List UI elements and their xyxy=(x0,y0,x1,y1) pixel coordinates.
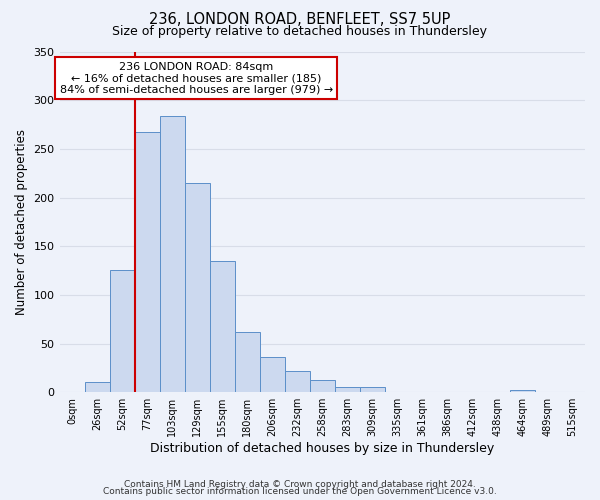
Text: Contains HM Land Registry data © Crown copyright and database right 2024.: Contains HM Land Registry data © Crown c… xyxy=(124,480,476,489)
Bar xyxy=(110,270,134,392)
Bar xyxy=(335,388,360,392)
Text: Size of property relative to detached houses in Thundersley: Size of property relative to detached ho… xyxy=(113,25,487,38)
Y-axis label: Number of detached properties: Number of detached properties xyxy=(15,129,28,315)
Text: Contains public sector information licensed under the Open Government Licence v3: Contains public sector information licen… xyxy=(103,488,497,496)
Bar xyxy=(85,382,110,392)
Bar xyxy=(285,371,310,392)
Bar xyxy=(160,116,185,392)
Bar xyxy=(310,380,335,392)
Bar xyxy=(185,183,209,392)
Bar xyxy=(260,357,285,392)
Bar xyxy=(209,261,235,392)
X-axis label: Distribution of detached houses by size in Thundersley: Distribution of detached houses by size … xyxy=(150,442,494,455)
Bar xyxy=(360,388,385,392)
Bar xyxy=(235,332,260,392)
Text: 236 LONDON ROAD: 84sqm
← 16% of detached houses are smaller (185)
84% of semi-de: 236 LONDON ROAD: 84sqm ← 16% of detached… xyxy=(59,62,333,95)
Bar xyxy=(510,390,535,392)
Bar xyxy=(134,132,160,392)
Text: 236, LONDON ROAD, BENFLEET, SS7 5UP: 236, LONDON ROAD, BENFLEET, SS7 5UP xyxy=(149,12,451,28)
